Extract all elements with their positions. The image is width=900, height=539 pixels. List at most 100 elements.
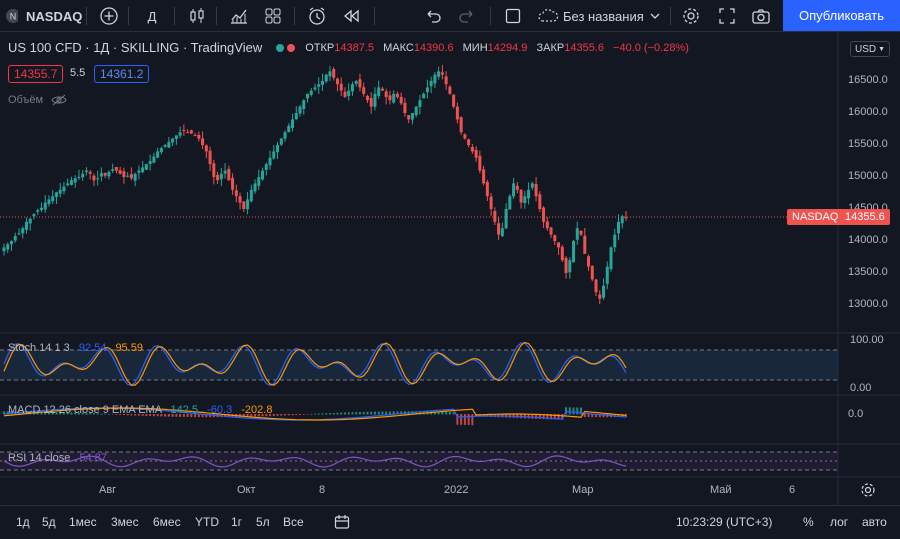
bid-button[interactable]: 14355.7 [8, 65, 64, 83]
range-button[interactable]: 1мес [69, 515, 97, 529]
candle [223, 170, 227, 174]
macd-hist-bar [463, 414, 466, 425]
auto-toggle[interactable]: авто [862, 515, 887, 529]
gear-icon[interactable] [680, 0, 702, 32]
macd-hist-bar [280, 414, 283, 416]
macd-hist-bar [358, 412, 361, 415]
candle [227, 168, 231, 181]
macd-hist-bar [119, 414, 122, 415]
candle [493, 211, 497, 222]
macd-hist-bar [276, 414, 279, 416]
candle [238, 196, 242, 203]
range-button[interactable]: 3мес [111, 515, 139, 529]
macd-hist-bar [445, 411, 448, 415]
log-toggle[interactable]: лог [830, 515, 849, 529]
macd-hist-bar [568, 407, 571, 415]
legend-title[interactable]: US 100 CFD · 1Д · SKILLING · TradingView [8, 40, 263, 55]
currency-select[interactable]: USD ▼ [850, 41, 890, 57]
macd-hist-bar [74, 412, 77, 415]
candle [542, 207, 546, 222]
replay-icon[interactable] [340, 0, 362, 32]
macd-hist-bar [527, 414, 530, 419]
macd-legend[interactable]: MACD 12 26 close 9 EMA EMA 142.5 -60.3 -… [8, 404, 273, 416]
range-button[interactable]: 1д [16, 515, 30, 529]
spread-value: 5.5 [70, 67, 86, 79]
macd-hist-bar [553, 414, 556, 420]
candle [410, 113, 414, 120]
layout-square-icon[interactable] [502, 0, 524, 32]
candle [111, 169, 115, 171]
chevron-down-icon[interactable] [648, 0, 662, 32]
layout-name-button[interactable]: Без названия [563, 8, 644, 24]
macd-hist-bar [149, 414, 152, 417]
candle [455, 106, 459, 120]
cloud-icon[interactable] [536, 0, 560, 32]
publish-button[interactable]: Опубликовать [783, 0, 900, 31]
alert-icon[interactable] [306, 0, 328, 32]
macd-hist-bar [373, 411, 376, 415]
compare-add-icon[interactable] [98, 0, 120, 32]
range-button[interactable]: 5д [42, 515, 56, 529]
range-button[interactable]: 1г [231, 515, 243, 529]
candle [437, 71, 441, 77]
candle [568, 260, 572, 273]
clock-time[interactable]: 10:23:29 (UTC+3) [676, 515, 773, 529]
fullscreen-icon[interactable] [716, 0, 738, 32]
macd-hist-bar [340, 412, 343, 415]
macd-hist-bar [306, 414, 309, 415]
candle [268, 157, 272, 166]
candle [62, 186, 66, 192]
candle [144, 164, 148, 170]
macd-hist-bar [160, 414, 163, 417]
calendar-icon[interactable] [334, 514, 350, 533]
symbol-search-button[interactable]: NASDAQ [26, 8, 83, 24]
candle [515, 185, 519, 190]
macd-hist-bar [448, 411, 451, 415]
candle [287, 125, 291, 133]
macd-hist-bar [347, 412, 350, 415]
interval-button[interactable]: Д [147, 8, 157, 24]
range-button[interactable]: 5л [256, 515, 270, 529]
camera-icon[interactable] [750, 0, 772, 32]
svg-text:N: N [10, 12, 17, 22]
candles-icon[interactable] [186, 0, 208, 32]
candle [350, 84, 354, 92]
candle [365, 95, 369, 101]
candle [497, 223, 501, 235]
candle [328, 71, 332, 77]
undo-icon[interactable] [422, 0, 444, 32]
macd-hist-bar [134, 414, 137, 416]
indicators-icon[interactable] [228, 0, 250, 32]
macd-hist-bar [171, 414, 174, 417]
macd-hist-bar [471, 414, 474, 426]
macd-hist-bar [385, 411, 388, 415]
macd-hist-bar [92, 413, 95, 415]
macd-hist-bar [81, 412, 84, 415]
volume-legend[interactable]: Объём [8, 94, 67, 106]
candle [418, 100, 422, 107]
candle [159, 148, 163, 153]
candle [257, 177, 261, 186]
eye-hidden-icon[interactable] [51, 94, 67, 106]
gear-icon[interactable] [860, 482, 876, 501]
price-tick: 13500.0 [848, 266, 888, 278]
range-button[interactable]: YTD [195, 515, 219, 529]
time-tick: Окт [237, 484, 256, 496]
candle [369, 98, 373, 107]
macd-hist-bar [250, 414, 253, 417]
candle [530, 183, 534, 188]
percent-toggle[interactable]: % [803, 515, 814, 529]
templates-icon[interactable] [262, 0, 284, 32]
chart-canvas[interactable] [0, 32, 900, 505]
rsi-legend[interactable]: RSI 14 close 54.87 [8, 452, 107, 464]
macd-hist-bar [246, 414, 249, 417]
candle [440, 72, 444, 75]
redo-icon[interactable] [456, 0, 478, 32]
stoch-legend[interactable]: Stoch 14 1 3 92.54 95.59 [8, 342, 143, 354]
candle [114, 166, 118, 171]
range-button[interactable]: 6мес [153, 515, 181, 529]
ask-button[interactable]: 14361.2 [94, 65, 150, 83]
range-button[interactable]: Все [283, 515, 304, 529]
macd-hist-bar [51, 411, 54, 415]
candle [81, 173, 85, 178]
